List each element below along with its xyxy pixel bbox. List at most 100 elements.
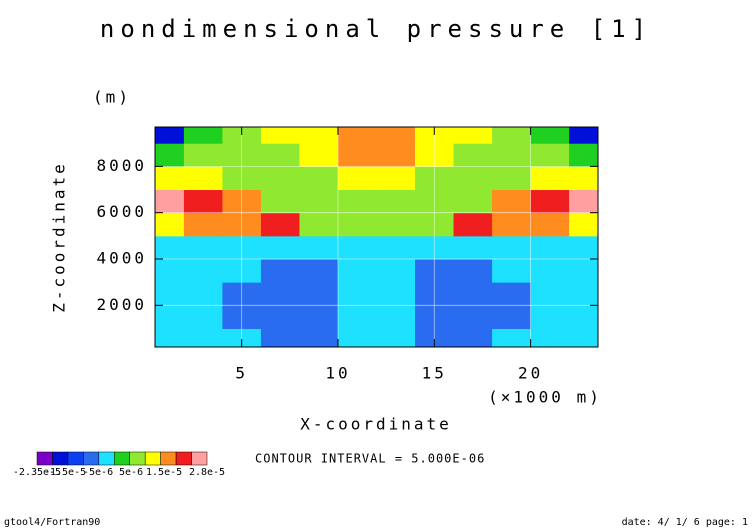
colorbar-box <box>175 451 192 466</box>
contour-cell <box>299 189 339 214</box>
contour-cell <box>530 282 570 306</box>
y-axis-label: Z-coordinate <box>50 161 69 313</box>
contour-cell <box>530 259 570 283</box>
contour-cell <box>492 212 532 237</box>
contour-cell <box>337 305 377 329</box>
contour-cell <box>183 212 223 237</box>
footer-left: gtool4/Fortran90 <box>4 517 100 528</box>
contour-cell <box>453 259 493 283</box>
contour-cell <box>530 305 570 329</box>
contour-cell <box>492 127 532 144</box>
chart-title: nondimensional pressure [1] <box>100 15 652 43</box>
contour-cell <box>530 328 570 347</box>
contour-cell <box>299 282 339 306</box>
contour-cell <box>453 212 493 237</box>
contour-cell <box>376 259 416 283</box>
x-tick-label: 20 <box>518 364 543 383</box>
contour-interval: CONTOUR INTERVAL = 5.000E-06 <box>255 452 485 466</box>
y-tick-label: 8000 <box>96 156 147 175</box>
contour-cell <box>183 305 223 329</box>
colorbar-box <box>36 451 53 466</box>
y-tick-label: 2000 <box>96 295 147 314</box>
contour-cell <box>299 235 339 260</box>
contour-cell <box>299 328 339 347</box>
colorbar-label: -5e-6 <box>83 467 113 478</box>
contour-cell <box>453 235 493 260</box>
contour-cell <box>183 189 223 214</box>
contour-cell <box>155 212 185 237</box>
contour-cell <box>453 143 493 167</box>
contour-cell <box>453 166 493 191</box>
y-tick-label: 6000 <box>96 202 147 221</box>
contour-cell <box>260 143 300 167</box>
contour-cell <box>337 328 377 347</box>
contour-cell <box>569 328 598 347</box>
colorbar-label: -2.35e-5 <box>13 467 61 478</box>
contour-cell <box>155 127 185 144</box>
contour-cell <box>299 259 339 283</box>
contour-cell <box>530 235 570 260</box>
contour-cell <box>492 189 532 214</box>
x-unit: (×1000 m) <box>488 388 602 407</box>
contour-cell <box>569 282 598 306</box>
contour-cell <box>376 127 416 144</box>
contour-cell <box>299 305 339 329</box>
contour-cell <box>299 127 339 144</box>
contour-cell <box>569 189 598 214</box>
colorbar-box <box>160 451 177 466</box>
contour-cell <box>453 127 493 144</box>
contour-cell <box>337 143 377 167</box>
contour-cell <box>260 259 300 283</box>
contour-cell <box>530 189 570 214</box>
contour-cell <box>299 143 339 167</box>
x-tick-label: 5 <box>235 364 248 383</box>
contour-cell <box>569 127 598 144</box>
y-unit: (m) <box>93 88 131 107</box>
contour-cell <box>453 305 493 329</box>
colorbar-box <box>144 451 161 466</box>
contour-cell <box>183 282 223 306</box>
colorbar-box <box>52 451 69 466</box>
contour-cell <box>376 235 416 260</box>
contour-cell <box>492 166 532 191</box>
colorbar-box <box>114 451 130 466</box>
contour-cell <box>183 259 223 283</box>
contour-cell <box>569 212 598 237</box>
contour-cell <box>569 143 598 167</box>
contour-cell <box>183 166 223 191</box>
contour-cell <box>155 235 185 260</box>
contour-cell <box>492 282 532 306</box>
contour-cell <box>376 189 416 214</box>
contour-cell <box>492 143 532 167</box>
contour-cell <box>299 166 339 191</box>
contour-cell <box>183 328 223 347</box>
contour-cell <box>492 235 532 260</box>
contour-cell <box>337 235 377 260</box>
colorbar-label: 2.8e-5 <box>189 467 225 478</box>
contour-cell <box>183 235 223 260</box>
contour-cell <box>376 166 416 191</box>
colorbar-box <box>98 451 115 466</box>
colorbar-label: 1.5e-5 <box>146 467 182 478</box>
contour-cell <box>453 189 493 214</box>
contour-cell <box>183 127 223 144</box>
contour-cell <box>260 212 300 237</box>
y-tick-label: 4000 <box>96 249 147 268</box>
contour-cell <box>155 328 185 347</box>
contour-cell <box>337 259 377 283</box>
x-tick-label: 10 <box>325 364 350 383</box>
contour-cell <box>376 282 416 306</box>
contour-cell <box>155 189 185 214</box>
contour-cell <box>376 328 416 347</box>
contour-cell <box>337 166 377 191</box>
contour-cell <box>492 328 532 347</box>
contour-cell <box>376 212 416 237</box>
contour-cell <box>299 212 339 237</box>
contour-cell <box>492 259 532 283</box>
contour-cell <box>453 328 493 347</box>
contour-cell <box>376 143 416 167</box>
colorbar-box <box>67 451 84 466</box>
contour-cell <box>260 166 300 191</box>
contour-cell <box>260 305 300 329</box>
